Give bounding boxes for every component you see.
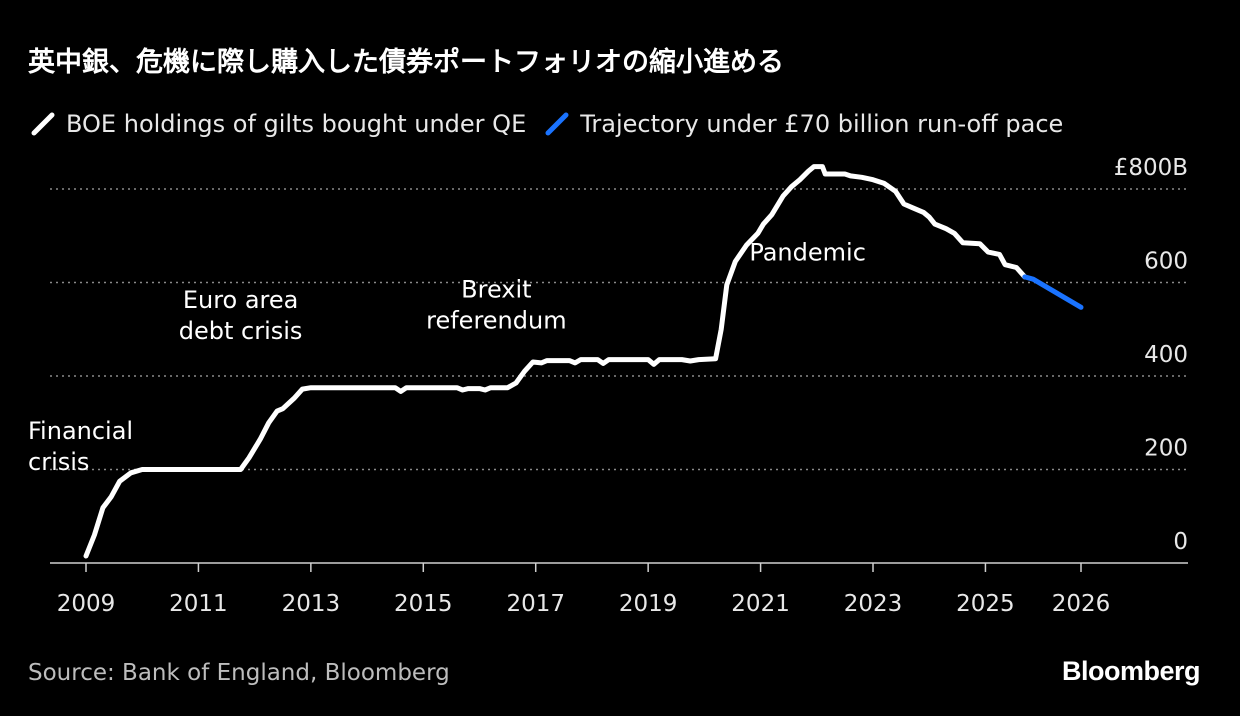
x-tick-label: 2023 [844,591,903,617]
x-tick-label: 2019 [619,591,678,617]
y-tick-label: £800B [1114,155,1188,181]
x-tick-label: 2026 [1052,591,1111,617]
legend-item-trajectory: Trajectory under £70 billion run-off pac… [544,110,1063,138]
x-tick-label: 2011 [169,591,228,617]
chart-title: 英中銀、危機に際し購入した債券ポートフォリオの縮小進める [28,47,784,78]
y-tick-label: 0 [1173,529,1188,555]
legend-label-trajectory: Trajectory under £70 billion run-off pac… [580,110,1064,138]
x-tick-label: 2021 [731,591,790,617]
annotation-label: Brexit [461,275,531,303]
annotation-label: Financial [28,417,133,445]
x-tick-label: 2013 [282,591,341,617]
x-tick-label: 2025 [956,591,1015,617]
legend-swatch-line [31,112,55,136]
x-tick-label: 2009 [57,591,116,617]
y-tick-label: 200 [1144,436,1188,462]
source-note: Source: Bank of England, Bloomberg [28,660,450,686]
gridlines [50,188,1188,471]
x-axis: 2009 2011 2013 2015 2017 2019 2021 2023 2025 2026 [50,562,1188,617]
annotations: Financial crisis Euro area debt crisis Brexi… [28,239,866,477]
legend-swatch-holdings [31,112,55,136]
x-tick-label: 2015 [394,591,453,617]
annotation-label: crisis [28,448,89,476]
x-tick-label: 2017 [506,591,565,617]
annotation-label: referendum [426,306,566,334]
legend: BOE holdings of gilts bought under QE Tr… [30,110,1081,138]
annotation-label: Euro area [183,286,299,314]
bloomberg-logo: Bloomberg [1061,656,1201,686]
annotation-label: Pandemic [749,239,866,267]
series-lines [83,164,1084,559]
series-line-trajectory [1022,274,1084,310]
annotation-label: debt crisis [179,317,303,345]
series-line-holdings [83,164,1028,559]
legend-swatch-line [545,112,569,136]
legend-swatch-trajectory [545,112,569,136]
legend-label-holdings: BOE holdings of gilts bought under QE [66,110,527,138]
y-tick-label: 600 [1144,249,1188,275]
legend-item-holdings: BOE holdings of gilts bought under QE [30,110,526,138]
y-axis-ticks: 0 200 400 600 £800B [1114,155,1188,555]
y-tick-label: 400 [1144,342,1188,368]
